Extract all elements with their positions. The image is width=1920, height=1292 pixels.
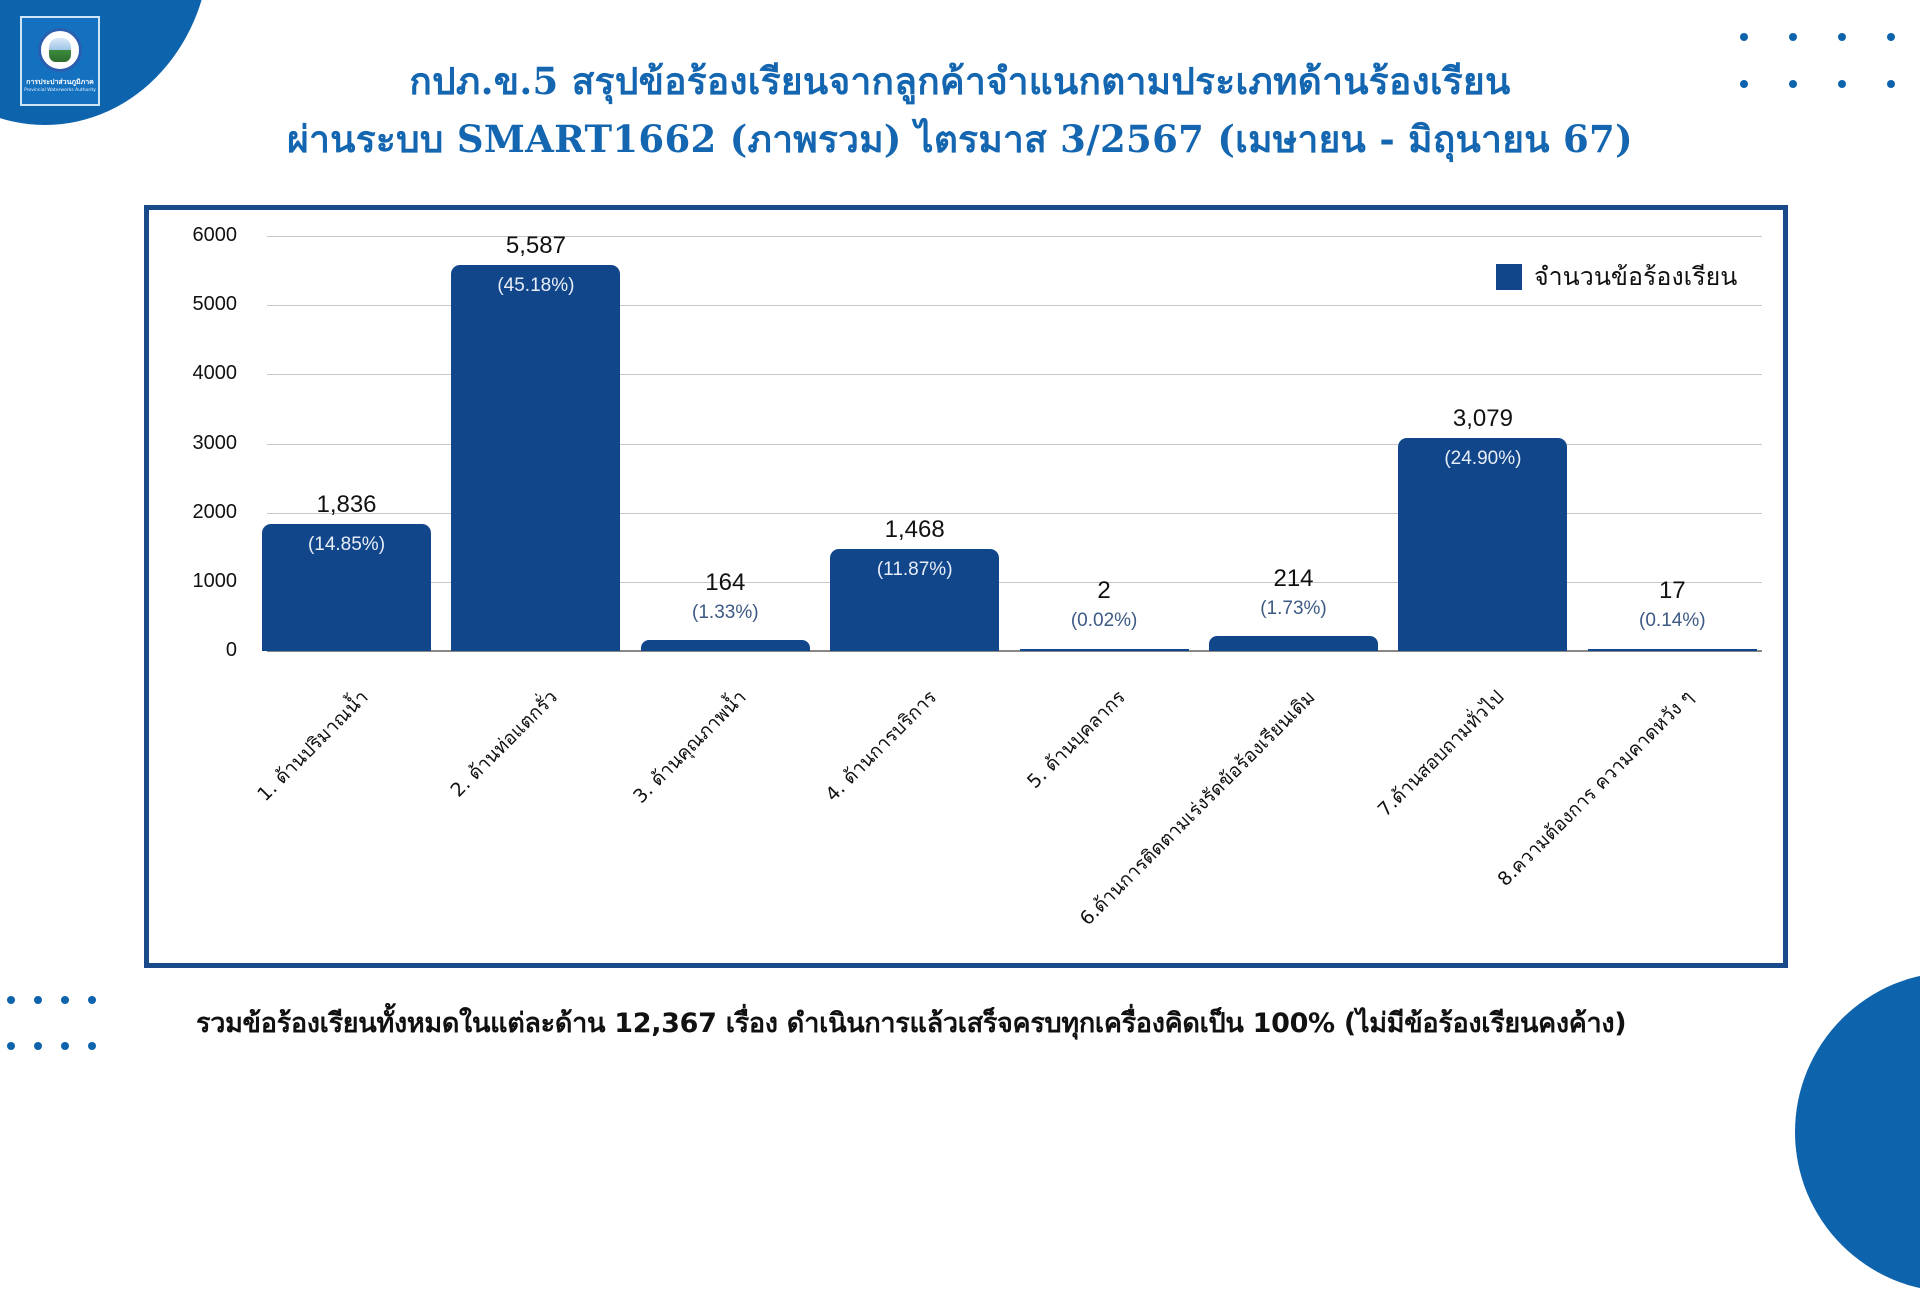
title-line-2: ผ่านระบบ SMART1662 (ภาพรวม) ไตรมาส 3/256… — [287, 117, 1633, 161]
pwa-logo: การประปาส่วนภูมิภาค Provincial Waterwork… — [20, 16, 100, 106]
x-axis-category-label: 7.ด้านสอบถามทั่วไป — [1373, 686, 1509, 822]
gridline — [267, 581, 1762, 583]
title-line-1: กปภ.ข.5 สรุปข้อร้องเรียนจากลูกค้าจำแนกตา… — [409, 59, 1511, 103]
bar[interactable] — [1587, 649, 1757, 651]
x-axis-category-label: 4. ด้านการบริการ — [821, 686, 941, 806]
bar-percent-label: (11.87%) — [876, 559, 953, 581]
logo-name-en: Provincial Waterworks Authority — [24, 88, 96, 93]
bar-percent-label: (1.73%) — [1260, 598, 1327, 620]
legend-label: จำนวนข้อร้องเรียน — [1534, 262, 1738, 291]
gridline — [267, 443, 1762, 445]
chart-frame: จำนวนข้อร้องเรียน 0 1000 2000 3000 4000 5000 6… — [144, 205, 1788, 968]
bar[interactable] — [1209, 636, 1378, 651]
bar-percent-label: (1.33%) — [692, 601, 759, 623]
x-axis-category-label: 2. ด้านท่อแตกรั่ว — [446, 686, 562, 802]
bar-value-label: 5,587 — [505, 231, 566, 259]
bar-value-label: 17 — [1658, 577, 1686, 604]
bar-value-label: 3,079 — [1452, 405, 1513, 433]
y-axis-tick-label: 2000 — [192, 500, 238, 523]
y-axis-tick-label: 1000 — [192, 569, 238, 592]
bar[interactable] — [830, 549, 1000, 651]
x-axis-category-label: 1. ด้านปริมาณน้ำ — [252, 686, 373, 806]
x-axis-category-label: 8.ความต้องการ ความคาดหวัง ๆ — [1493, 686, 1699, 891]
page-title: กปภ.ข.5 สรุปข้อร้องเรียนจากลูกค้าจำแนกตา… — [0, 52, 1920, 168]
x-axis-category-label: 5. ด้านบุคลากร — [1023, 686, 1130, 793]
x-axis-line — [267, 650, 1762, 652]
corner-decoration-bottom-right — [1795, 972, 1920, 1292]
bar[interactable] — [1398, 438, 1568, 651]
bar-value-label: 1,836 — [316, 491, 377, 518]
dot-pattern-bottom-left — [7, 996, 115, 1050]
bar-percent-label: (24.90%) — [1444, 448, 1522, 470]
bar[interactable] — [1019, 649, 1189, 651]
y-axis-tick-label: 4000 — [192, 362, 238, 385]
x-axis-category-label: 3. ด้านคุณภาพน้ำ — [629, 686, 751, 808]
bar[interactable] — [451, 264, 621, 651]
y-axis-tick-label: 5000 — [192, 293, 238, 316]
bar-value-label: 2 — [1097, 577, 1111, 604]
gridline — [267, 512, 1762, 514]
dot-pattern-top-right — [1740, 33, 1920, 88]
bar-value-label: 164 — [705, 568, 746, 596]
bar[interactable] — [640, 639, 810, 651]
bar-percent-label: (0.02%) — [1070, 610, 1138, 631]
summary-text: รวมข้อร้องเรียนทั้งหมดในแต่ละด้าน 12,367… — [196, 1008, 1627, 1039]
logo-name-th: การประปาส่วนภูมิภาค — [26, 78, 94, 86]
pwa-emblem-icon — [38, 28, 82, 72]
gridline — [267, 305, 1762, 307]
bar-percent-label: (45.18%) — [497, 274, 575, 296]
bar-value-label: 214 — [1273, 565, 1314, 593]
chart-legend: จำนวนข้อร้องเรียน — [1496, 257, 1737, 297]
bar-value-label: 1,468 — [884, 516, 945, 544]
legend-swatch-icon — [1496, 264, 1522, 290]
bar-chart: จำนวนข้อร้องเรียน 0 1000 2000 3000 4000 5000 6… — [149, 210, 1783, 963]
gridline — [267, 236, 1762, 237]
gridline — [267, 374, 1762, 376]
bar-percent-label: (14.85%) — [307, 534, 386, 555]
y-axis-tick-label: 3000 — [192, 431, 238, 454]
bar[interactable] — [262, 524, 431, 651]
bar-percent-label: (0.14%) — [1639, 610, 1706, 631]
y-axis-tick-label: 6000 — [192, 224, 238, 246]
y-axis-tick-label: 0 — [225, 639, 237, 661]
